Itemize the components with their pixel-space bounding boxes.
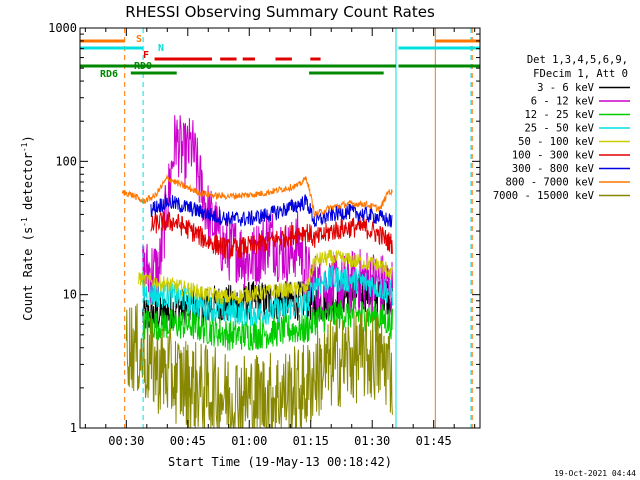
x-tick-label: 01:45 (416, 434, 452, 448)
legend-label: 50 - 100 keV (518, 136, 595, 148)
flag-s: S (80, 34, 480, 45)
legend-label: 300 - 800 keV (512, 163, 595, 175)
y-axis-label-sup1: -1 (20, 217, 29, 227)
x-tick-label: 00:45 (170, 434, 206, 448)
legend-label: 100 - 300 keV (512, 150, 595, 162)
legend-label: 800 - 7000 keV (505, 177, 594, 189)
series-trace (142, 115, 393, 322)
legend-label: 3 - 6 keV (537, 82, 595, 94)
flag-rdo: RDO (80, 61, 480, 72)
series-5 (138, 248, 393, 305)
legend-label: 6 - 12 keV (531, 96, 595, 108)
legend-header-attenuator: FDecim 1, Att 0 (533, 68, 628, 80)
series-2 (142, 115, 393, 322)
x-tick-label: 01:00 (231, 434, 267, 448)
plot-frame (79, 27, 481, 429)
x-tick-label: 00:30 (108, 434, 144, 448)
x-axis-label: Start Time (19-May-13 00:18:42) (168, 455, 392, 469)
y-axis-label-part2: detector (21, 152, 35, 217)
y-axis-label-part3: ) (21, 135, 35, 142)
x-axis: 00:30 00:45 01:00 01:15 01:30 01:45 (84, 28, 476, 448)
y-tick-label: 1 (70, 421, 77, 435)
flag-label: F (143, 50, 149, 61)
y-axis-label: Count Rate (s-1 detector-1) (20, 135, 35, 320)
series-trace (150, 194, 393, 228)
series-7 (150, 194, 393, 228)
series-trace (142, 298, 393, 352)
legend-label: 25 - 50 keV (524, 123, 594, 135)
y-axis-label-part1: Count Rate (s (21, 227, 35, 321)
flag-rd6: RD6 (100, 69, 384, 80)
series-trace (150, 210, 393, 259)
flag-n: N (80, 43, 480, 54)
flag-f: F (143, 50, 321, 61)
series-trace (138, 248, 393, 305)
y-tick-label: 100 (55, 154, 77, 168)
legend: Det 1,3,4,5,6,9, FDecim 1, Att 0 3 - 6 k… (493, 54, 630, 202)
y-axis: 1 10 100 1000 (48, 21, 480, 435)
series-6 (150, 210, 393, 259)
plot-timestamp: 19-Oct-2021 04:44 (554, 469, 636, 478)
x-tick-label: 01:30 (354, 434, 390, 448)
flag-label: RDO (134, 61, 152, 72)
series-3 (142, 298, 393, 352)
series-9 (125, 303, 393, 429)
y-tick-label: 10 (63, 288, 77, 302)
flag-label: RD6 (100, 69, 118, 80)
legend-label: 12 - 25 keV (524, 109, 594, 121)
series-trace (142, 266, 393, 327)
series-4 (142, 266, 393, 327)
series-trace (121, 174, 393, 218)
series-trace (125, 303, 393, 429)
legend-header-detectors: Det 1,3,4,5,6,9, (527, 54, 628, 66)
x-tick-label: 01:15 (293, 434, 329, 448)
legend-label: 7000 - 15000 keV (493, 190, 595, 202)
series-8 (121, 174, 393, 218)
flag-label: S (136, 34, 142, 45)
chart-title: RHESSI Observing Summary Count Rates (125, 3, 435, 21)
flag-label: N (158, 43, 164, 54)
y-tick-label: 1000 (48, 21, 77, 35)
y-axis-label-sup2: -1 (20, 142, 29, 152)
